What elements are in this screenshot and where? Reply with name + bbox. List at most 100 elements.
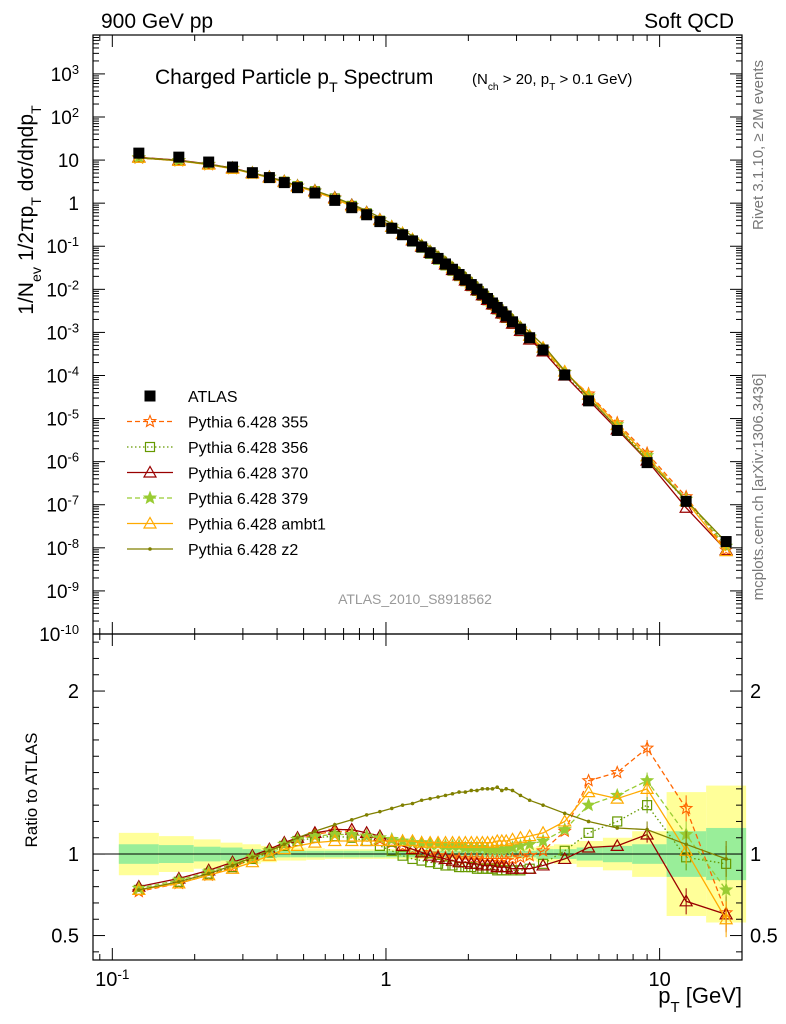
chart-title: Charged Particle pT Spectrum [155,66,433,96]
ratio-markers-4 [131,780,734,938]
ratio-point-4-35 [557,814,572,827]
ratio-point-2-31 [505,861,520,874]
ratio-point-5-8 [313,829,317,834]
ratio-point-4-17 [423,835,438,848]
ratio-point-2-33 [522,861,537,874]
ratio-point-4-16 [414,835,429,848]
ratio-point-1-35 [559,845,570,856]
ratio-point-0-38 [639,740,655,755]
data-markers [133,147,732,548]
ratio-point-5-26 [485,787,490,791]
ratio-point-2-16 [414,845,429,858]
legend-marker-1 [142,413,158,428]
y-tick-label-9: 10-1 [46,234,79,259]
ratio-point-4-18 [431,835,446,848]
ratio-point-0-20 [445,849,460,864]
ratio-point-0-29 [494,853,509,867]
data-point-4 [246,167,258,179]
ratio-point-5-28 [495,785,500,790]
data-point-14 [397,229,409,241]
ratio-point-5-2 [206,871,211,876]
data-point-33 [524,332,536,344]
ratio-ytick-label-right-0: 0.5 [750,926,778,948]
ratio-point-2-30 [499,859,514,873]
legend-label-3: Pythia 6.428 370 [188,466,308,483]
ratio-frame [92,633,743,961]
ratio-point-5-27 [490,787,495,791]
legend-marker-4 [142,490,158,505]
ratio-point-1-30 [501,865,512,876]
data-point-0 [133,147,145,159]
data-point-2 [203,156,215,168]
ratio-point-5-17 [428,796,432,801]
x-tick-label-2: 10 [648,969,670,991]
ratio-point-2-22 [458,854,473,868]
legend-label-0: ATLAS [188,389,238,406]
ratio-point-2-32 [513,861,528,874]
ratio-point-5-35 [562,811,567,816]
data-point-13 [386,222,398,234]
x-tick-label-0: 10-1 [95,967,129,992]
ratio-point-5-15 [410,801,415,806]
ratio-point-5-4 [250,855,255,860]
series-line-5 [138,157,727,543]
ratio-point-0-17 [422,846,438,861]
ratio-point-4-7 [290,838,305,852]
ratio-point-5-13 [389,806,394,811]
ratio-point-3-40 [718,882,734,896]
data-point-36 [583,395,595,407]
ratio-point-4-4 [245,854,260,868]
ratio-point-5-36 [586,819,591,824]
series-markers-1 [133,152,732,548]
ratio-point-0-30 [499,853,514,867]
ratio-point-3-35 [557,822,572,836]
data-point-3 [227,161,239,173]
y-tick-label-3: 10-7 [46,492,79,517]
ratio-point-5-18 [436,795,440,799]
ratio-point-5-30 [504,787,508,791]
ratio-point-2-15 [405,841,420,855]
point-4-40 [719,543,734,557]
legend-marker-5 [142,516,158,529]
ratio-point-4-36 [581,784,596,798]
data-point-35 [559,369,571,381]
legend-label-6: Pythia 6.428 z2 [188,542,298,559]
ratio-point-5-3 [230,863,235,868]
ratio-point-0-18 [430,848,446,862]
ratio-point-4-14 [395,833,410,847]
ratio-point-0-36 [581,773,596,787]
y-tick-label-12: 102 [51,104,79,129]
ratio-point-5-16 [419,798,424,803]
ratio-point-5-11 [364,813,369,817]
legend: ATLAS Pythia 6.428 355 Pythia 6.428 356 Pyt… [127,389,326,559]
ratio-point-5-33 [527,798,532,803]
ratio-point-5-0 [137,888,141,892]
y-tick-label-5: 10-5 [46,406,79,431]
ratio-point-5-32 [518,793,523,798]
ratio-point-1-38 [642,800,653,811]
ratio-point-5-31 [510,788,515,793]
ratio-point-2-35 [557,851,572,865]
data-point-23 [465,279,477,291]
legend-label-2: Pythia 6.428 356 [188,440,308,457]
ratio-point-5-37 [615,826,620,830]
legend-label-4: Pythia 6.428 379 [188,491,308,508]
data-point-38 [641,457,653,469]
legend-label-5: Pythia 6.428 ambt1 [188,517,326,534]
ratio-point-4-32 [513,830,528,843]
ratio-point-2-17 [423,848,438,861]
ratio-panel [93,739,747,938]
y-tick-label-8: 10-2 [46,277,79,302]
data-point-39 [680,495,692,507]
ratio-point-5-34 [541,803,545,807]
ratio-point-4-33 [522,828,537,842]
ratio-point-5-21 [457,790,461,794]
ratio-point-0-37 [610,765,625,779]
ratio-point-2-20 [445,853,460,866]
data-point-9 [329,194,341,206]
data-point-15 [406,235,418,247]
data-point-21 [453,268,465,280]
ratio-point-5-40 [724,857,728,861]
y-tick-label-10: 1 [68,194,79,215]
data-point-18 [432,252,444,264]
